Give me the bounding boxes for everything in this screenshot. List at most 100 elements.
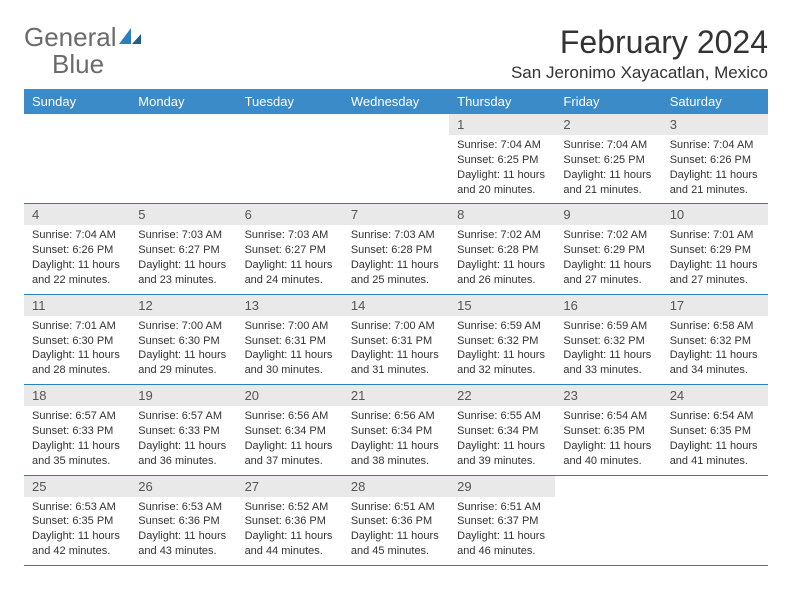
sunset-line: Sunset: 6:35 PM — [32, 515, 113, 527]
day-number: 15 — [449, 295, 555, 316]
calendar-body: 1Sunrise: 7:04 AMSunset: 6:25 PMDaylight… — [24, 114, 768, 565]
sunrise-line: Sunrise: 6:54 AM — [563, 410, 647, 422]
sunset-line: Sunset: 6:36 PM — [245, 515, 326, 527]
day-number: 27 — [237, 476, 343, 497]
sunset-line: Sunset: 6:35 PM — [563, 425, 644, 437]
sunset-line: Sunset: 6:31 PM — [245, 335, 326, 347]
day-detail: Sunrise: 6:54 AMSunset: 6:35 PMDaylight:… — [555, 406, 661, 474]
sunrise-line: Sunrise: 6:57 AM — [32, 410, 116, 422]
sunrise-line: Sunrise: 7:04 AM — [563, 139, 647, 151]
day-detail: Sunrise: 6:51 AMSunset: 6:37 PMDaylight:… — [449, 497, 555, 565]
sunset-line: Sunset: 6:29 PM — [670, 244, 751, 256]
sunset-line: Sunset: 6:34 PM — [351, 425, 432, 437]
calendar-head: SundayMondayTuesdayWednesdayThursdayFrid… — [24, 89, 768, 114]
day-number: 3 — [662, 114, 768, 135]
sunset-line: Sunset: 6:32 PM — [457, 335, 538, 347]
calendar-day-cell: 19Sunrise: 6:57 AMSunset: 6:33 PMDayligh… — [130, 385, 236, 475]
sunrise-line: Sunrise: 7:01 AM — [670, 229, 754, 241]
day-number: 8 — [449, 204, 555, 225]
calendar-day-cell: 12Sunrise: 7:00 AMSunset: 6:30 PMDayligh… — [130, 294, 236, 384]
sunrise-line: Sunrise: 6:51 AM — [351, 501, 435, 513]
sunset-line: Sunset: 6:29 PM — [563, 244, 644, 256]
sunset-line: Sunset: 6:27 PM — [138, 244, 219, 256]
day-number: 28 — [343, 476, 449, 497]
day-detail: Sunrise: 6:51 AMSunset: 6:36 PMDaylight:… — [343, 497, 449, 565]
daylight-line: Daylight: 11 hours and 28 minutes. — [32, 349, 120, 376]
sunset-line: Sunset: 6:33 PM — [32, 425, 113, 437]
sunrise-line: Sunrise: 7:03 AM — [351, 229, 435, 241]
day-detail: Sunrise: 6:53 AMSunset: 6:36 PMDaylight:… — [130, 497, 236, 565]
calendar-day-cell: 25Sunrise: 6:53 AMSunset: 6:35 PMDayligh… — [24, 475, 130, 565]
calendar-week-row: 11Sunrise: 7:01 AMSunset: 6:30 PMDayligh… — [24, 294, 768, 384]
sunrise-line: Sunrise: 6:57 AM — [138, 410, 222, 422]
day-detail: Sunrise: 7:03 AMSunset: 6:27 PMDaylight:… — [237, 225, 343, 293]
header: General Blue February 2024 San Jeronimo … — [24, 24, 768, 83]
calendar-week-row: 18 Sunrise: 6:57 AM Sunset: 6:33 PM Dayligh… — [24, 385, 768, 475]
brand-logo: General Blue — [24, 24, 143, 78]
calendar-day-cell — [662, 475, 768, 565]
daylight-line: Daylight: 11 hours and 26 minutes. — [457, 259, 545, 286]
day-detail: Sunrise: 6:57 AMSunset: 6:33 PMDaylight:… — [24, 406, 130, 474]
daylight-line: Daylight: 11 hours and 45 minutes. — [351, 530, 439, 557]
calendar-day-cell: 24Sunrise: 6:54 AMSunset: 6:35 PMDayligh… — [662, 385, 768, 475]
sunrise-line: Sunrise: 7:04 AM — [670, 139, 754, 151]
day-detail: Sunrise: 7:04 AMSunset: 6:25 PMDaylight:… — [449, 135, 555, 203]
sunrise-line: Sunrise: 6:55 AM — [457, 410, 541, 422]
daylight-line: Daylight: 11 hours and 38 minutes. — [351, 440, 439, 467]
day-number: 9 — [555, 204, 661, 225]
calendar-day-cell: 10Sunrise: 7:01 AMSunset: 6:29 PMDayligh… — [662, 204, 768, 294]
dayheader-cell: Saturday — [662, 89, 768, 114]
sunset-line: Sunset: 6:37 PM — [457, 515, 538, 527]
calendar-week-row: 4Sunrise: 7:04 AMSunset: 6:26 PMDaylight… — [24, 204, 768, 294]
day-detail: Sunrise: 6:53 AMSunset: 6:35 PMDaylight:… — [24, 497, 130, 565]
calendar-day-cell — [24, 114, 130, 204]
sunrise-line: Sunrise: 7:03 AM — [138, 229, 222, 241]
calendar-day-cell: 20Sunrise: 6:56 AMSunset: 6:34 PMDayligh… — [237, 385, 343, 475]
day-detail: Sunrise: 6:54 AMSunset: 6:35 PMDaylight:… — [662, 406, 768, 474]
daylight-line: Daylight: 11 hours and 23 minutes. — [138, 259, 226, 286]
day-number: 2 — [555, 114, 661, 135]
calendar-day-cell: 15Sunrise: 6:59 AMSunset: 6:32 PMDayligh… — [449, 294, 555, 384]
daylight-line: Daylight: 11 hours and 33 minutes. — [563, 349, 651, 376]
sunset-line: Sunset: 6:25 PM — [563, 154, 644, 166]
day-detail: Sunrise: 7:00 AMSunset: 6:31 PMDaylight:… — [237, 316, 343, 384]
sunrise-line: Sunrise: 6:53 AM — [32, 501, 116, 513]
calendar-day-cell: 4Sunrise: 7:04 AMSunset: 6:26 PMDaylight… — [24, 204, 130, 294]
day-number: 18 — [24, 385, 130, 406]
daylight-line: Daylight: 11 hours and 37 minutes. — [245, 440, 333, 467]
daylight-line: Daylight: 11 hours and 29 minutes. — [138, 349, 226, 376]
sunset-line: Sunset: 6:30 PM — [32, 335, 113, 347]
day-detail: Sunrise: 7:01 AM Sunset: 6:29 PM Daylight:… — [662, 225, 768, 293]
daylight-line: Daylight: 11 hours and 44 minutes. — [245, 530, 333, 557]
day-number: 25 — [24, 476, 130, 497]
day-detail: Sunrise: 6:56 AMSunset: 6:34 PMDaylight:… — [343, 406, 449, 474]
sunset-line: Sunset: 6:26 PM — [670, 154, 751, 166]
day-number: 1 — [449, 114, 555, 135]
daylight-line: Daylight: 11 hours and 25 minutes. — [351, 259, 439, 286]
calendar-day-cell: 26Sunrise: 6:53 AMSunset: 6:36 PMDayligh… — [130, 475, 236, 565]
daylight-line: Daylight: 11 hours and 46 minutes. — [457, 530, 545, 557]
day-detail: Sunrise: 7:00 AMSunset: 6:31 PMDaylight:… — [343, 316, 449, 384]
day-detail: Sunrise: 7:02 AMSunset: 6:28 PMDaylight:… — [449, 225, 555, 293]
calendar-day-cell — [237, 114, 343, 204]
daylight-line: Daylight: 11 hours and 43 minutes. — [138, 530, 226, 557]
daylight-line: Daylight: 11 hours and 27 minutes. — [563, 259, 651, 286]
day-detail: Sunrise: 7:00 AMSunset: 6:30 PMDaylight:… — [130, 316, 236, 384]
dayheader-cell: Friday — [555, 89, 661, 114]
daylight-line: Daylight: 11 hours and 27 minutes. — [670, 259, 758, 286]
day-number: 29 — [449, 476, 555, 497]
day-number: 24 — [662, 385, 768, 406]
calendar-day-cell: 18Sunrise: 6:57 AMSunset: 6:33 PMDayligh… — [24, 385, 130, 475]
calendar-day-cell — [130, 114, 236, 204]
sunset-line: Sunset: 6:27 PM — [245, 244, 326, 256]
sunset-line: Sunset: 6:26 PM — [32, 244, 113, 256]
day-detail: Sunrise: 7:01 AMSunset: 6:30 PMDaylight:… — [24, 316, 130, 384]
sunset-line: Sunset: 6:25 PM — [457, 154, 538, 166]
day-number: 23 — [555, 385, 661, 406]
location-label: San Jeronimo Xayacatlan, Mexico — [511, 63, 768, 83]
day-number: 21 — [343, 385, 449, 406]
dayheader-row: SundayMondayTuesdayWednesdayThursdayFrid… — [24, 89, 768, 114]
day-number: 16 — [555, 295, 661, 316]
sunrise-line: Sunrise: 6:58 AM — [670, 320, 754, 332]
sunrise-line: Sunrise: 6:59 AM — [457, 320, 541, 332]
